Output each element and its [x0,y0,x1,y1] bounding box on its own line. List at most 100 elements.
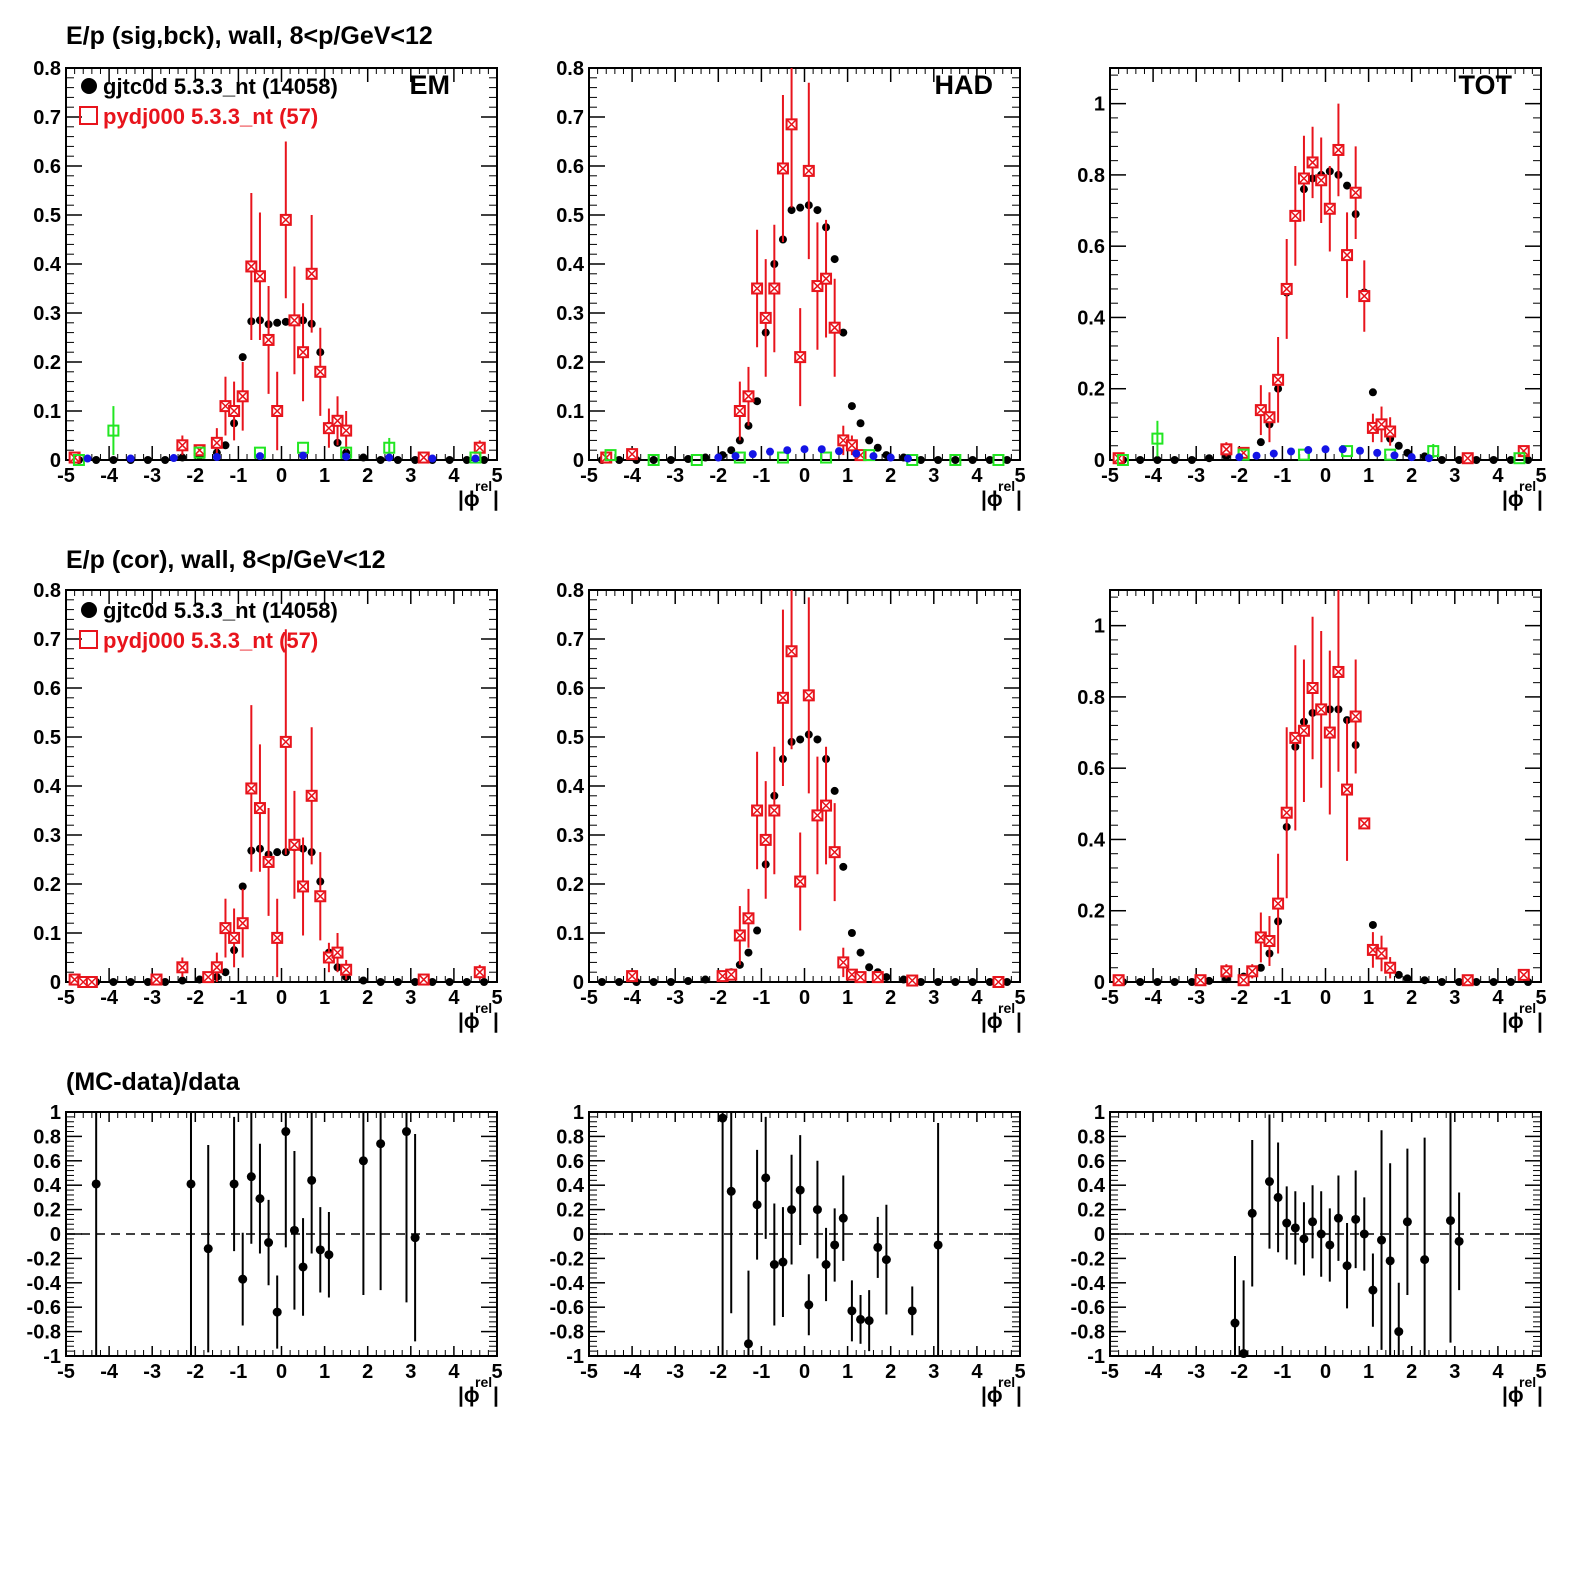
plot-frame [1109,67,1542,461]
x-tick-label: 4 [448,1361,460,1383]
data-point [933,1240,943,1250]
data-point [428,978,437,986]
x-axis-label: |ϕ [981,1384,1003,1407]
y-tick-label: 1 [1094,1102,1105,1124]
plot-tot-ratio: -1-0.8-0.6-0.4-0.200.20.40.60.81-5 -4 -3 -2… [1071,1102,1547,1407]
data-point [820,451,833,464]
x-tick-label: -1 [1274,465,1292,487]
data-point [299,451,308,460]
x-tick-label: -4 [1144,1361,1163,1383]
y-tick-label: -0.2 [1071,1248,1105,1270]
y-tick-label: 0.2 [1077,379,1105,401]
data-point [469,451,482,464]
data-point [830,1240,840,1250]
data-point-cross [1463,453,1473,463]
x-tick-label: -4 [623,465,642,487]
data-point [812,1205,822,1215]
row2-title: E/p (cor), wall, 8<p/GeV<12 [66,546,386,574]
data-point [916,456,925,464]
data-point-cross [281,215,291,225]
data-point [881,1255,891,1265]
data-point-cross [1359,291,1369,301]
data-point-cross [1333,667,1343,677]
data-point-cross [743,913,754,923]
data-point-cross [1273,375,1283,385]
data-point [273,318,282,327]
data-point [666,978,675,986]
data-point [324,1250,334,1260]
y-tick-label: -0.4 [550,1273,585,1295]
y-tick-label: 0.5 [33,205,61,227]
x-axis-label-close: | [1537,1384,1543,1407]
data-point [1394,1327,1404,1337]
plot-had-cor: 0 0.1 0.2 0.3 0.4 0.5 0.6 0.7 0.8 -5 -4 -3 -2 -1 0 1 2 3 4… [556,580,1025,1033]
x-axis-label: |ϕ [1502,1384,1524,1407]
data-point-cross [907,975,917,986]
data-point-cross [1351,711,1361,722]
data-point [907,1306,917,1316]
data-point [264,1238,274,1248]
data-point [934,456,943,464]
data-point [359,453,368,462]
data-point-cross [1221,444,1231,454]
data-point [1205,976,1214,985]
data-point-cross [1519,970,1529,980]
y-tick-label: 0.4 [33,1175,62,1197]
y-tick-label: 0.3 [33,825,61,847]
data-point [951,978,960,986]
data-point [1394,441,1403,450]
x-tick-label: 4 [1492,465,1504,487]
x-tick-label: -5 [580,465,598,487]
data-point-cross [993,977,1003,987]
plot-frame [588,589,1021,983]
data-point [393,456,402,464]
data-point [1394,970,1403,979]
data-point [178,453,187,462]
data-point-cross [778,693,788,703]
y-tick-label: -0.6 [27,1297,61,1319]
y-tick-label: 0 [573,1224,584,1246]
x-tick-label: 0 [276,465,287,487]
y-tick-label: 0.4 [556,254,585,276]
data-point [813,735,822,744]
data-point [92,456,101,464]
data-point [1351,1214,1361,1224]
data-point [297,441,310,454]
x-tick-label: 4 [971,1361,983,1383]
x-tick-label: 0 [1320,987,1331,1009]
data-point [985,978,994,986]
x-axis-label-sup: rel [475,478,492,494]
data-point [856,1314,866,1324]
x-tick-label: 5 [491,987,502,1009]
data-point [281,1127,291,1137]
data-point [830,786,839,795]
data-point [272,1307,282,1317]
data-point [307,1175,317,1185]
data-point [186,1179,196,1189]
x-tick-label: -1 [230,987,248,1009]
data-point [376,978,385,986]
data-point [471,454,480,463]
x-tick-label: 0 [1320,1361,1331,1383]
x-tick-label: 4 [448,465,460,487]
data-point [1256,438,1265,447]
x-tick-label: -4 [100,987,119,1009]
data-point [126,454,135,463]
data-point-cross [804,166,814,176]
x-tick-label: -3 [143,987,161,1009]
data-point [1506,978,1515,986]
data-point [615,978,624,986]
data-point [289,1225,299,1235]
data-point [817,445,826,454]
y-tick-label: 0 [1094,972,1105,994]
data-point-cross [255,803,265,813]
data-point [804,1300,814,1310]
y-tick-label: 0.4 [556,776,585,798]
data-point-cross [1463,975,1473,985]
data-point [1205,454,1214,463]
x-tick-label: 2 [1406,987,1417,1009]
x-tick-label: -4 [1144,987,1163,1009]
data-point [107,424,120,437]
row3-title: (MC-data)/data [66,1068,241,1096]
